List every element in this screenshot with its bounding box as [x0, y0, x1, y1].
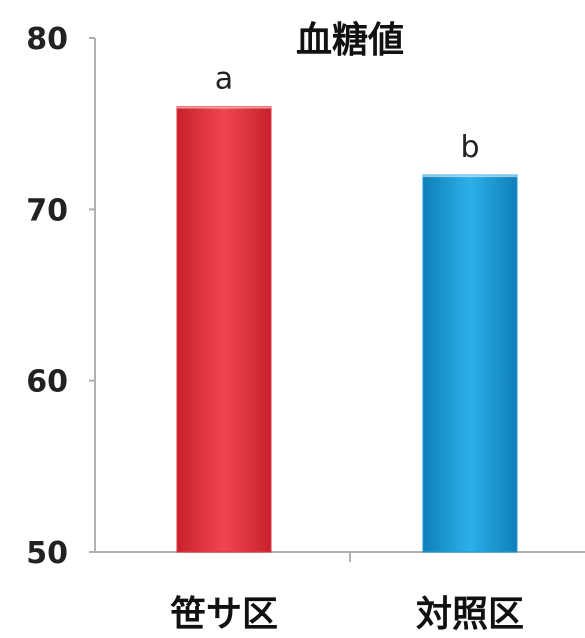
y-tick-label: 70 — [26, 193, 68, 228]
category-label: 対照区 — [416, 594, 524, 635]
category-labels: 笹サ区 対照区 — [170, 594, 524, 635]
significance-labels: ab — [215, 62, 480, 166]
bar-2 — [422, 174, 518, 553]
bars — [176, 106, 518, 553]
significance-label: b — [460, 130, 479, 165]
y-tick-label: 50 — [26, 536, 68, 571]
category-label: 笹サ区 — [170, 594, 278, 635]
y-tick-label: 80 — [26, 22, 68, 57]
chart-title: 血糖値 — [296, 20, 404, 61]
y-tick-label: 60 — [26, 365, 68, 400]
y-axis-ticks: 50 60 70 80 — [26, 22, 95, 571]
significance-label: a — [215, 62, 233, 97]
bar-1 — [176, 106, 272, 553]
